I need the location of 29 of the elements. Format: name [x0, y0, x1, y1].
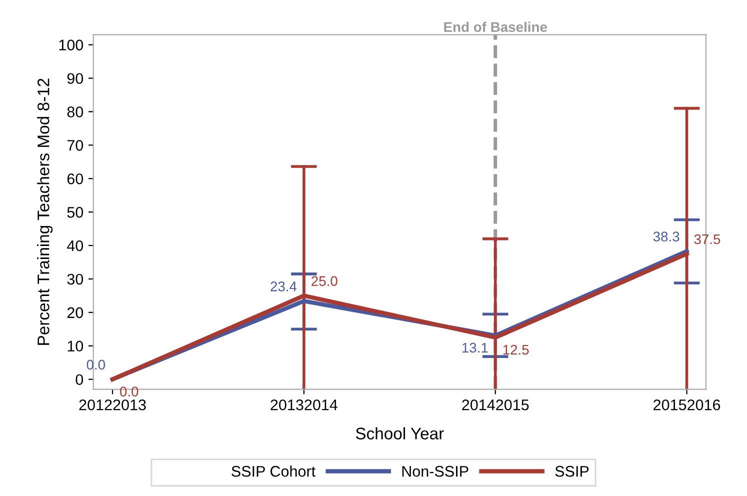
y-tick-label: 30: [67, 274, 84, 285]
legend-title: SSIP Cohort: [232, 466, 316, 477]
data-label: 12.5: [503, 344, 529, 355]
data-label: 0.0: [120, 386, 138, 396]
x-tick-label: 20132014: [270, 399, 338, 410]
legend-label: Non-SSIP: [402, 466, 468, 477]
x-tick-label: 20152016: [654, 399, 720, 410]
y-tick-label: 60: [67, 173, 84, 184]
legend-label: SSIP: [555, 466, 589, 477]
data-label: 37.5: [694, 234, 720, 244]
x-axis-title: School Year: [356, 427, 444, 440]
data-label: 25.0: [312, 276, 338, 286]
y-tick-label: 100: [59, 40, 84, 50]
y-tick-label: 80: [67, 106, 84, 118]
x-tick-label: 20142015: [462, 399, 529, 410]
y-axis-title: Percent Training Teachers Mod 8-12: [37, 78, 53, 345]
y-tick-label: 50: [67, 206, 84, 218]
y-tick-label: 20: [67, 307, 84, 318]
y-tick-label: 70: [67, 140, 84, 151]
y-tick-label: 40: [67, 240, 84, 252]
y-tick-label: 10: [68, 340, 84, 352]
x-tick-label: 20122013: [79, 399, 146, 410]
data-label: 38.3: [653, 232, 680, 242]
data-label: 23.4: [270, 282, 297, 292]
data-label: 13.1: [462, 342, 488, 353]
y-tick-label: 90: [67, 73, 84, 84]
ref-line-label: End of Baseline: [444, 22, 547, 32]
y-tick-label: 0: [76, 374, 84, 386]
data-label: 0.0: [86, 360, 106, 370]
